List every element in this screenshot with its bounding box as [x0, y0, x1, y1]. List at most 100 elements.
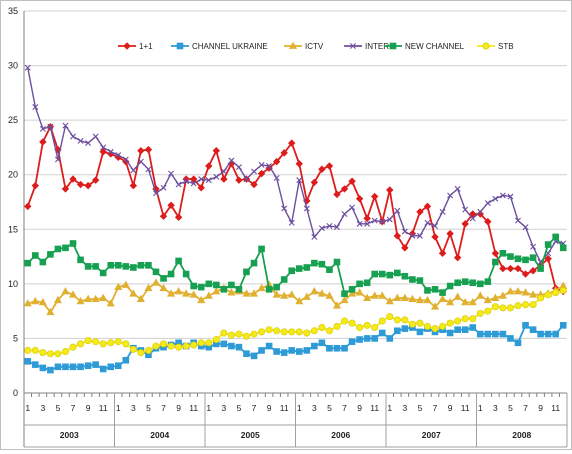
data-point — [242, 332, 250, 340]
data-point — [371, 324, 379, 332]
data-point — [54, 363, 62, 371]
data-point — [144, 145, 153, 154]
data-point — [167, 270, 175, 278]
data-point — [92, 361, 99, 368]
data-point — [175, 181, 182, 188]
data-point — [363, 293, 372, 301]
data-point — [250, 330, 258, 338]
data-point — [303, 264, 311, 271]
data-point — [348, 177, 356, 185]
y-tick-label: 15 — [8, 224, 18, 234]
data-point — [99, 293, 108, 301]
x-tick-label: 7 — [433, 403, 438, 413]
data-point — [47, 251, 54, 258]
data-point — [213, 281, 220, 289]
data-point — [137, 262, 145, 269]
data-point — [416, 208, 424, 216]
data-point — [349, 204, 356, 211]
data-point — [175, 343, 183, 351]
data-point — [530, 243, 537, 250]
y-axis: 0 5 10 15 20 25 30 35 — [8, 6, 25, 398]
data-point — [484, 200, 491, 207]
data-point — [107, 262, 115, 269]
data-point — [431, 325, 439, 333]
data-point — [424, 219, 431, 226]
data-point — [182, 175, 190, 183]
data-point — [379, 218, 386, 225]
data-point — [341, 211, 348, 217]
data-point — [378, 270, 386, 278]
x-tick-label: 1 — [297, 403, 302, 413]
data-point — [378, 291, 387, 299]
data-point — [415, 295, 424, 304]
data-point — [454, 279, 461, 287]
data-point — [408, 294, 417, 303]
data-point — [303, 347, 311, 354]
data-point — [394, 269, 401, 277]
data-point — [544, 255, 552, 263]
data-point — [273, 175, 280, 181]
x-tick-label: 11 — [189, 403, 198, 413]
data-point — [386, 186, 394, 194]
data-point — [189, 290, 198, 298]
data-point — [99, 269, 107, 277]
data-point — [23, 299, 32, 307]
data-point — [446, 229, 454, 238]
data-point — [356, 280, 363, 288]
data-point — [272, 290, 281, 298]
data-point — [341, 290, 348, 297]
x-tick-label: 7 — [71, 403, 76, 413]
data-point — [409, 276, 416, 283]
data-point — [461, 278, 469, 285]
data-point — [54, 245, 62, 253]
data-point — [507, 253, 514, 260]
data-point — [461, 315, 469, 323]
data-point — [340, 185, 349, 193]
data-point — [491, 293, 500, 301]
data-point — [394, 207, 401, 214]
data-point — [559, 286, 567, 294]
data-point — [212, 287, 221, 295]
data-point — [280, 349, 288, 356]
data-point — [249, 289, 259, 297]
data-point — [145, 166, 152, 173]
data-point — [401, 325, 409, 332]
data-point — [363, 214, 371, 223]
x-tick-label: 9 — [176, 403, 181, 413]
data-point — [129, 289, 138, 297]
legend-item: 1+1 — [118, 42, 153, 51]
data-point — [340, 295, 349, 304]
data-point — [227, 288, 236, 296]
data-point — [265, 286, 273, 293]
data-point — [514, 255, 522, 263]
data-point — [122, 157, 130, 166]
data-point — [333, 344, 341, 352]
data-point — [46, 307, 55, 316]
data-point — [107, 363, 115, 371]
data-point — [341, 317, 349, 325]
data-point — [476, 330, 484, 338]
data-point — [461, 220, 469, 228]
data-point — [431, 233, 439, 241]
data-point — [416, 277, 424, 284]
x-tick-label: 1 — [25, 403, 30, 413]
data-point — [205, 177, 212, 184]
data-point — [544, 241, 552, 248]
data-point — [385, 296, 394, 305]
data-point — [31, 346, 39, 354]
data-point — [529, 267, 537, 275]
data-point — [423, 322, 431, 330]
data-point — [430, 302, 440, 310]
data-point — [76, 296, 85, 305]
data-point — [326, 266, 333, 273]
data-point — [235, 343, 243, 351]
data-point — [333, 190, 341, 199]
data-point — [499, 192, 506, 199]
x-tick-label: 11 — [370, 403, 379, 413]
data-point — [54, 350, 62, 358]
x-axis: 1 3 5 7 9 11 1 3 5 7 9 11 1 3 5 7 9 11 1 3 5 7 9 11 1 3 5 7 9 11 1 3 5 7 9… — [23, 393, 568, 448]
data-point — [386, 335, 394, 342]
data-point — [401, 272, 409, 280]
year-label: 2007 — [422, 430, 441, 440]
data-point — [84, 263, 92, 270]
